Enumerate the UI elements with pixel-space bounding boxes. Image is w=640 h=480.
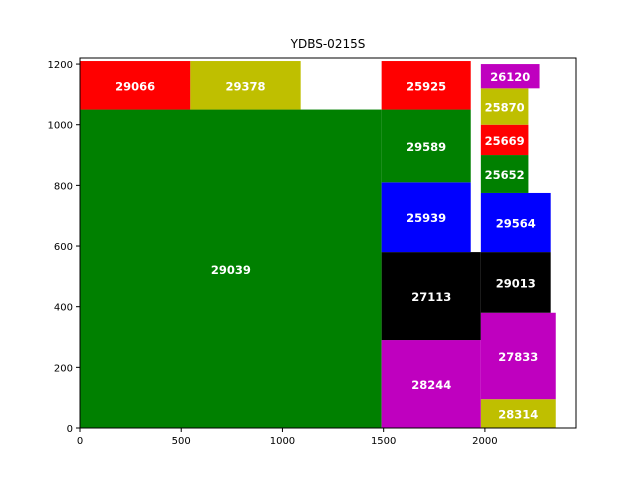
rect-label-25925: 25925 xyxy=(406,79,446,93)
rect-label-29039: 29039 xyxy=(211,263,251,277)
rect-29039 xyxy=(80,109,382,429)
rect-label-29378: 29378 xyxy=(225,79,265,93)
y-tick-label: 400 xyxy=(54,303,73,314)
y-tick-label: 200 xyxy=(54,363,73,374)
rect-28314 xyxy=(480,399,556,428)
axes-layer: 0 500 1000 1500 2000 0 200 400 600 800 1000 1200 xyxy=(48,57,577,447)
rect-label-29013: 29013 xyxy=(496,276,536,290)
rect-label-29589: 29589 xyxy=(406,140,446,154)
rect-28244 xyxy=(381,340,481,428)
rect-25870 xyxy=(480,88,529,125)
rect-label-28244: 28244 xyxy=(411,378,451,392)
rect-29589 xyxy=(381,109,471,183)
rect-label-29066: 29066 xyxy=(115,79,155,93)
rect-29066 xyxy=(80,61,191,110)
y-tick-label: 1000 xyxy=(48,121,73,132)
rect-25669 xyxy=(480,124,529,156)
rect-label-28314: 28314 xyxy=(498,408,538,422)
y-tick-label: 1200 xyxy=(48,60,73,71)
rect-27113 xyxy=(381,252,481,341)
rect-29378 xyxy=(190,61,301,110)
rect-label-25669: 25669 xyxy=(485,134,525,148)
rect-26120 xyxy=(480,64,540,89)
rect-29013 xyxy=(480,252,551,313)
rect-25939 xyxy=(381,182,471,253)
rect-29564 xyxy=(480,192,551,253)
rect-27833 xyxy=(480,312,556,400)
rect-label-25939: 25939 xyxy=(406,211,446,225)
rect-25925 xyxy=(381,61,471,110)
chart-title: YDBS-0215S xyxy=(290,37,366,51)
rect-label-27833: 27833 xyxy=(498,350,538,364)
rect-25652 xyxy=(480,155,529,193)
y-tick-label: 800 xyxy=(54,181,73,192)
rect-label-26120: 26120 xyxy=(490,70,530,84)
rect-label-27113: 27113 xyxy=(411,290,451,304)
rect-label-29564: 29564 xyxy=(496,217,536,231)
rect-label-25652: 25652 xyxy=(485,168,525,182)
y-tick-label: 0 xyxy=(67,424,73,435)
rectangles-layer: 29039 29066 29378 28244 27113 25939 29589 25925… xyxy=(80,61,556,429)
y-tick-label: 600 xyxy=(54,242,73,253)
x-tick-label: 0 xyxy=(77,436,83,447)
x-tick-label: 500 xyxy=(172,436,191,447)
x-tick-label: 1500 xyxy=(371,436,396,447)
plot-frame xyxy=(79,57,577,429)
x-tick-label: 2000 xyxy=(472,436,497,447)
x-tick-label: 1000 xyxy=(270,436,295,447)
rect-label-25870: 25870 xyxy=(485,101,525,115)
